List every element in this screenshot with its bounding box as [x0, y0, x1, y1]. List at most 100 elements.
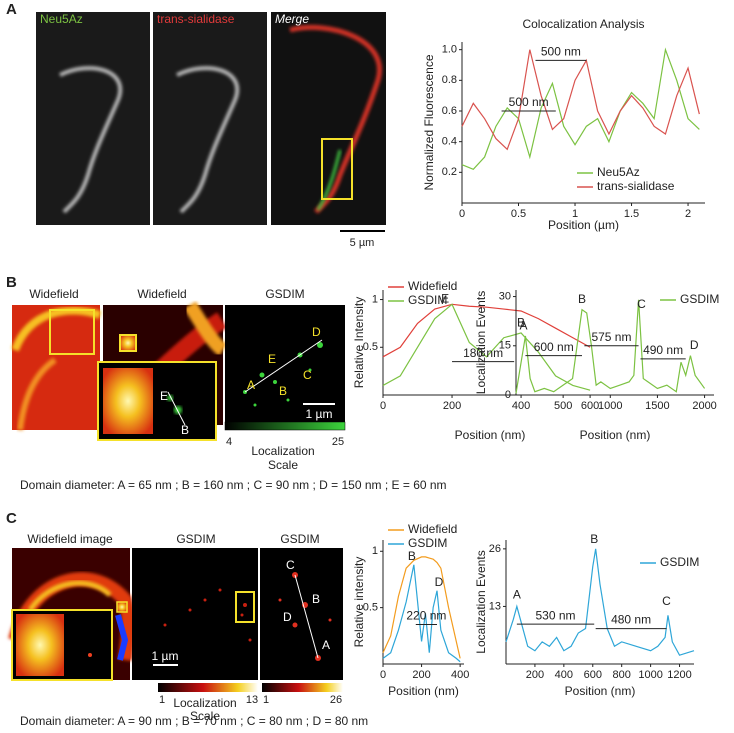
image-marker: D — [283, 610, 292, 624]
x-tick-label: 600 — [584, 669, 602, 681]
colorbar-caption: Localization — [173, 696, 236, 710]
y-tick-label: 1 — [372, 293, 378, 305]
x-tick-label: 1 — [572, 208, 578, 220]
image-label: Widefield — [29, 287, 78, 301]
data-line — [382, 556, 461, 659]
image-panel — [8, 548, 343, 692]
annotation: 530 nm — [536, 608, 576, 622]
y-tick-label: 0.5 — [363, 602, 378, 614]
annotation: 500 nm — [509, 95, 549, 109]
image-marker: B — [279, 384, 287, 398]
image-label: GSDIM — [176, 532, 215, 546]
y-tick-label: 15 — [499, 340, 511, 352]
colorbar-caption: Scale — [268, 458, 298, 472]
annotation: 220 nm — [406, 609, 446, 623]
colorbar-min: 4 — [226, 436, 232, 448]
point-label: B — [578, 292, 586, 306]
panel-label: C — [6, 510, 17, 527]
chart-title: Colocalization Analysis — [522, 17, 644, 31]
image-label: Widefield image — [27, 532, 113, 546]
domain-text: Domain diameter: A = 65 nm ; B = 160 nm … — [20, 478, 447, 492]
point-label: D — [690, 338, 699, 352]
x-tick-label: 2000 — [692, 400, 716, 412]
x-axis-label: Position (nm) — [388, 684, 459, 698]
image-marker: E — [160, 389, 168, 403]
data-line — [461, 49, 700, 151]
y-axis-label: Relative intensity — [352, 557, 366, 648]
x-tick-label: 1000 — [598, 400, 622, 412]
point-label: B — [590, 532, 598, 546]
image-label: Widefield — [137, 287, 186, 301]
x-tick-label: 200 — [443, 400, 461, 412]
x-tick-label: 400 — [512, 400, 530, 412]
colorbar-max: 25 — [332, 436, 344, 448]
image-marker: A — [247, 378, 255, 392]
x-tick-label: 200 — [526, 669, 544, 681]
y-tick-label: 26 — [489, 543, 501, 555]
legend-label: GSDIM — [680, 292, 719, 306]
y-axis-label: Relative Intensity — [352, 297, 366, 388]
data-line — [382, 564, 461, 663]
x-tick-label: 0 — [459, 208, 465, 220]
scale-bar-label: 1 µm — [152, 649, 179, 663]
data-line — [505, 548, 695, 656]
annotation: 600 nm — [534, 340, 574, 354]
domain-text: Domain diameter: A = 90 nm ; B = 70 nm ;… — [20, 714, 368, 728]
legend-label: GSDIM — [408, 293, 447, 307]
y-tick-label: 30 — [499, 290, 511, 302]
image-label: Merge — [275, 12, 309, 26]
x-tick-label: 600 — [581, 400, 599, 412]
x-tick-label: 800 — [613, 669, 631, 681]
y-axis-label: Normalized Fluorescence — [422, 54, 436, 190]
x-tick-label: 400 — [555, 669, 573, 681]
x-tick-label: 500 — [554, 400, 572, 412]
image-marker: E — [268, 352, 276, 366]
x-tick-label: 1500 — [645, 400, 669, 412]
point-label: A — [520, 318, 528, 332]
x-axis-label: Position (µm) — [548, 218, 619, 232]
image-marker: C — [286, 558, 295, 572]
y-tick-label: 0 — [505, 389, 511, 401]
legend-label: GSDIM — [660, 555, 699, 569]
point-label: A — [513, 588, 521, 602]
y-axis-label: Localization Events — [474, 550, 488, 653]
data-line — [382, 303, 591, 391]
y-axis-label: Localization Events — [474, 291, 488, 394]
legend-label: GSDIM — [408, 536, 447, 550]
y-tick-label: 0.8 — [442, 74, 457, 86]
data-line — [382, 303, 591, 358]
image-marker: B — [312, 592, 320, 606]
x-axis-label: Position (nm) — [565, 684, 636, 698]
x-tick-label: 0.5 — [511, 208, 526, 220]
image-label: GSDIM — [280, 532, 319, 546]
annotation: 575 nm — [591, 330, 631, 344]
image-marker: C — [303, 368, 312, 382]
colorbar-caption: Localization — [251, 444, 314, 458]
y-tick-label: 1 — [372, 545, 378, 557]
x-axis-label: Position (nm) — [455, 428, 526, 442]
x-tick-label: 200 — [412, 669, 430, 681]
image-marker: D — [312, 325, 321, 339]
point-label: D — [435, 575, 444, 589]
legend-label: Widefield — [408, 279, 457, 293]
y-tick-label: 0.6 — [442, 105, 457, 117]
colorbar-min: 1 — [263, 694, 269, 706]
colorbar-min: 1 — [159, 694, 165, 706]
image-label: Neu5Az — [40, 12, 83, 26]
y-tick-label: 13 — [489, 600, 501, 612]
colorbar-caption: Scale — [190, 709, 220, 723]
scale-bar-label: 5 µm — [350, 237, 375, 249]
annotation: 490 nm — [643, 343, 683, 357]
point-label: B — [408, 549, 416, 563]
y-tick-label: 1.0 — [442, 44, 457, 56]
data-line — [461, 47, 700, 170]
y-tick-label: 0.4 — [442, 136, 457, 148]
data-line — [515, 299, 706, 394]
image-marker: A — [322, 638, 330, 652]
legend-label: Widefield — [408, 522, 457, 536]
x-tick-label: 2 — [685, 208, 691, 220]
x-tick-label: 0 — [380, 400, 386, 412]
image-panel — [36, 12, 386, 232]
annotation: 500 nm — [541, 45, 581, 59]
